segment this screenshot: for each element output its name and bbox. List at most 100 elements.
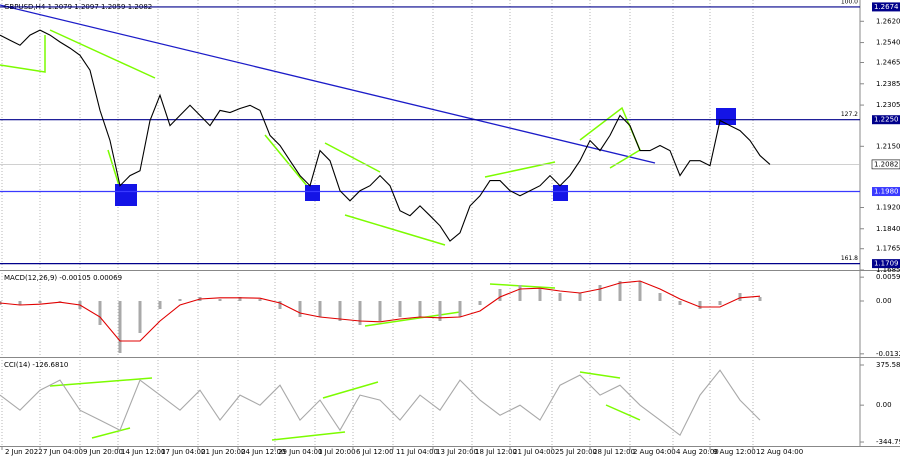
x-tick-label: 2 Aug 04:00 [633, 448, 676, 456]
pattern-line [264, 134, 313, 193]
histogram-bar [58, 301, 62, 302]
x-tick-label: 14 Jun 12:00 [121, 448, 165, 456]
y-tick-label: 0.00 [876, 401, 892, 409]
x-tick-label: 21 Jul 04:00 [513, 448, 555, 456]
pane-title: MACD(12,26,9) -0.00105 0.00069 [4, 274, 122, 282]
histogram-bar [738, 293, 742, 301]
y-tick-label: 1.1685 [876, 266, 900, 274]
histogram-bar [558, 293, 562, 301]
histogram-bar [178, 299, 182, 301]
y-tick-label: 1.1920 [876, 203, 900, 211]
histogram-bar [618, 281, 622, 301]
x-tick-label: 25 Jul 20:00 [555, 448, 597, 456]
pattern-line [579, 371, 621, 379]
series-line [0, 280, 761, 342]
x-tick-label: 9 Jun 20:00 [83, 448, 123, 456]
y-tick-label: 375.5808 [876, 361, 900, 369]
marker-square [553, 185, 568, 201]
x-tick-label: 7 Jun 04:00 [43, 448, 83, 456]
histogram-bar [218, 299, 222, 301]
level-note: 100.0 [841, 0, 858, 5]
series-line [0, 369, 761, 437]
histogram-bar [478, 301, 482, 305]
y-tick-label: 1.2305 [876, 101, 900, 109]
y-tick-label: 1.2385 [876, 80, 900, 88]
y-tick-label: -344.798 [876, 438, 900, 446]
pattern-line [49, 377, 153, 387]
y-tick-label: 1.2150 [876, 142, 900, 150]
pattern-line [364, 311, 461, 327]
histogram-bar [98, 301, 102, 325]
histogram-bar [118, 301, 122, 353]
pattern-line [344, 214, 446, 246]
histogram-bar [658, 293, 662, 301]
histogram-bar [378, 301, 382, 321]
histogram-bar [278, 301, 282, 309]
level-label: 1.1980 [874, 188, 899, 196]
level-label-box [872, 259, 900, 269]
pattern-line [605, 404, 641, 421]
level-label-box [872, 115, 900, 125]
y-tick-label: 1.1840 [876, 225, 900, 233]
y-tick-label: 0.00596 [876, 273, 900, 281]
histogram-bar [498, 289, 502, 301]
histogram-bar [538, 289, 542, 301]
pattern-line [91, 427, 131, 439]
x-tick-label: 11 Jul 04:00 [396, 448, 438, 456]
x-tick-label: 1 Jul 20:00 [318, 448, 356, 456]
x-tick-label: 12 Aug 04:00 [756, 448, 803, 456]
trend-line [0, 4, 656, 164]
histogram-bar [138, 301, 142, 333]
histogram-bar [318, 301, 322, 317]
histogram-bar [678, 301, 682, 305]
histogram-bar [38, 301, 42, 303]
frame [0, 0, 900, 447]
grid [1, 0, 754, 446]
histogram-bar [398, 301, 402, 317]
level-note: 161.8 [841, 255, 858, 262]
pattern-line [322, 381, 379, 399]
x-tick-label: 4 Aug 20:00 [676, 448, 719, 456]
marker-square [716, 108, 736, 125]
x-tick-label: 13 Jul 20:00 [436, 448, 478, 456]
x-tick-label: 18 Jul 12:00 [475, 448, 517, 456]
level-label-box [872, 2, 900, 12]
last-price-label: 1.2082 [874, 160, 899, 168]
histogram-bar [338, 301, 342, 321]
level-label: 1.2674 [874, 3, 899, 11]
y-tick-label: 1.2465 [876, 59, 900, 67]
x-tick-label: 17 Jun 04:00 [161, 448, 205, 456]
series-line [0, 29, 771, 242]
histogram-bar [358, 301, 362, 325]
histogram-bar [458, 301, 462, 317]
y-tick-label: 0.00 [876, 297, 892, 305]
marker-square [115, 184, 137, 206]
x-tick-label: 24 Jun 12:00 [241, 448, 285, 456]
level-note: 127.2 [841, 111, 858, 118]
pane-title: CCI(14) -126.6810 [4, 361, 68, 369]
y-tick-label: -0.01321 [876, 350, 900, 358]
y-tick-label: 1.2620 [876, 17, 900, 25]
x-tick-label: 28 Jul 12:00 [593, 448, 635, 456]
histogram-bar [718, 301, 722, 305]
pattern-line [271, 431, 346, 441]
marker-square [305, 185, 320, 201]
x-tick-label: 9 Aug 12:00 [713, 448, 756, 456]
histogram-bar [238, 297, 242, 301]
x-tick-label: 2 Jun 2022 [5, 448, 43, 456]
y-tick-label: 1.2540 [876, 39, 900, 47]
level-label-box [872, 187, 900, 197]
histogram-bar [258, 299, 262, 301]
histogram-bar [18, 301, 22, 305]
pattern-line [49, 29, 156, 79]
x-tick-label: 21 Jun 20:00 [201, 448, 245, 456]
histogram-bar [438, 301, 442, 321]
histogram-bar [298, 301, 302, 317]
histogram-bar [598, 285, 602, 301]
histogram-bar [518, 285, 522, 301]
histogram-bar [158, 301, 162, 309]
last-price-box [871, 159, 900, 170]
